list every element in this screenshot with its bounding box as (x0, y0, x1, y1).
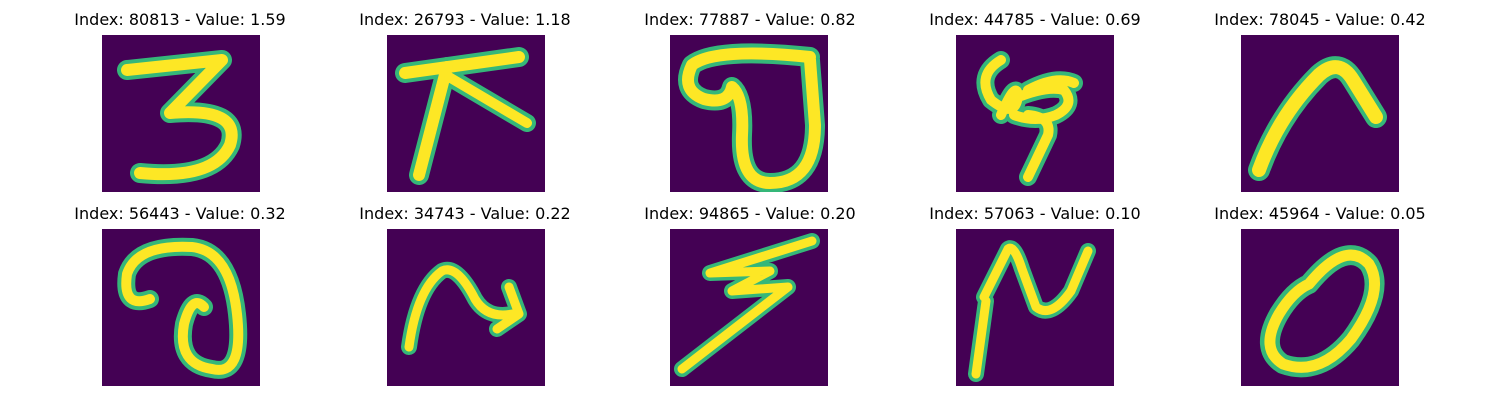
panel-title: Index: 77887 - Value: 0.82 (644, 10, 856, 29)
panel-title: Index: 94865 - Value: 0.20 (644, 204, 856, 223)
cross-strokes-image (387, 35, 545, 192)
panel-title: Index: 57063 - Value: 0.10 (929, 204, 1141, 223)
panel-1: Index: 80813 - Value: 1.59 (30, 0, 330, 200)
digit-zero-image (1241, 229, 1399, 386)
panel-3: Index: 77887 - Value: 0.82 (600, 0, 900, 200)
digit-three-image (102, 35, 260, 192)
zigzag-lightning-image (670, 229, 828, 386)
panel-2: Index: 26793 - Value: 1.18 (315, 0, 615, 200)
arch-stroke-image (1241, 35, 1399, 192)
panel-title: Index: 56443 - Value: 0.32 (74, 204, 286, 223)
hook-stroke-image (956, 229, 1114, 386)
panel-title: Index: 78045 - Value: 0.42 (1214, 10, 1426, 29)
panel-10: Index: 45964 - Value: 0.05 (1170, 194, 1470, 394)
panel-title: Index: 45964 - Value: 0.05 (1214, 204, 1426, 223)
panel-5: Index: 78045 - Value: 0.42 (1170, 0, 1470, 200)
looped-scribble-image (956, 35, 1114, 192)
panel-title: Index: 44785 - Value: 0.69 (929, 10, 1141, 29)
panel-title: Index: 34743 - Value: 0.22 (359, 204, 571, 223)
panel-9: Index: 57063 - Value: 0.10 (885, 194, 1185, 394)
panel-title: Index: 80813 - Value: 1.59 (74, 10, 286, 29)
panel-7: Index: 34743 - Value: 0.22 (315, 194, 615, 394)
panel-6: Index: 56443 - Value: 0.32 (30, 194, 330, 394)
panel-8: Index: 94865 - Value: 0.20 (600, 194, 900, 394)
panel-title: Index: 26793 - Value: 1.18 (359, 10, 571, 29)
panel-4: Index: 44785 - Value: 0.69 (885, 0, 1185, 200)
loop-oval-image (670, 35, 828, 192)
spiral-loop-image (102, 229, 260, 386)
wave-arrow-image (387, 229, 545, 386)
